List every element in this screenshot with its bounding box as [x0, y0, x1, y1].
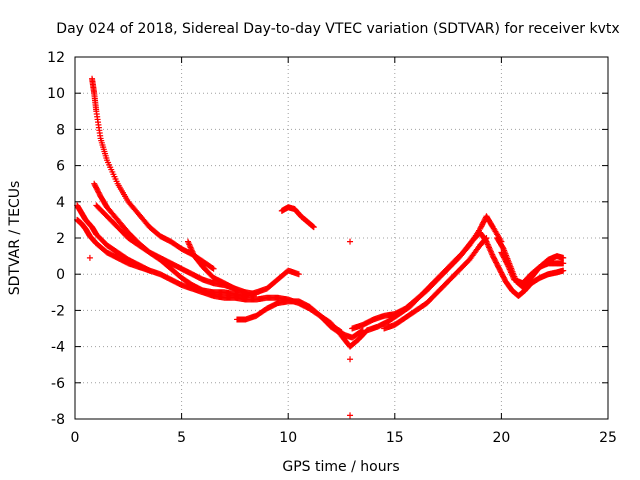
outlier-point [86, 254, 93, 261]
outlier-point [347, 238, 354, 245]
y-tick-label: 4 [56, 195, 65, 211]
data-point [253, 291, 260, 298]
x-tick-label: 5 [177, 430, 186, 446]
x-tick-label: 25 [599, 430, 617, 446]
axis-ticks [74, 56, 609, 420]
x-tick-label: 10 [279, 430, 297, 446]
data-point [210, 265, 217, 272]
y-tick-label: 6 [56, 159, 65, 175]
y-tick-label: 12 [47, 50, 65, 66]
series-arc-7 [234, 298, 366, 341]
y-tick-label: -4 [51, 340, 65, 356]
series-outliers [86, 238, 354, 419]
series-arc-13 [498, 249, 567, 287]
series-arc-10 [349, 213, 505, 332]
y-tick-label: -8 [51, 412, 65, 428]
y-tick-label: -6 [51, 376, 65, 392]
y-tick-label: 10 [47, 86, 65, 102]
series-arc-6 [184, 238, 260, 298]
data-point [310, 224, 317, 231]
y-tick-label: 8 [56, 122, 65, 138]
chart-title: Day 024 of 2018, Sidereal Day-to-day VTE… [56, 21, 619, 37]
data-point [482, 235, 489, 242]
series-arc-1 [89, 75, 217, 272]
series-arc-5 [74, 216, 153, 274]
data-point [295, 271, 302, 278]
y-tick-label: -2 [51, 303, 65, 319]
y-tick-label: 0 [56, 267, 65, 283]
grid [75, 57, 608, 419]
x-tick-label: 0 [71, 430, 80, 446]
data-point [483, 235, 490, 241]
data-point [560, 254, 567, 261]
data-point [209, 265, 216, 272]
y-tick-label: 2 [56, 231, 65, 247]
series-arc-8 [278, 204, 317, 231]
tick-labels: 0 5 10 15 20 25 -8 -6 -4 -2 0 2 4 6 8 10 12 [47, 50, 617, 446]
data-point [499, 244, 506, 251]
data-point [146, 267, 153, 274]
data-point [560, 260, 567, 267]
series-arc-9 [317, 229, 567, 350]
data-points [74, 75, 567, 419]
plot-frame [74, 56, 609, 420]
data-point [560, 267, 567, 274]
data-point [504, 260, 511, 267]
outlier-point [347, 356, 354, 363]
y-axis-title: SDTVAR / TECUs [7, 181, 23, 296]
x-axis-title: GPS time / hours [282, 459, 399, 475]
x-tick-label: 15 [386, 430, 404, 446]
series-arc-3 [93, 202, 302, 299]
x-tick-label: 20 [492, 430, 510, 446]
series-arc-11 [381, 235, 490, 332]
outlier-point [347, 412, 354, 419]
